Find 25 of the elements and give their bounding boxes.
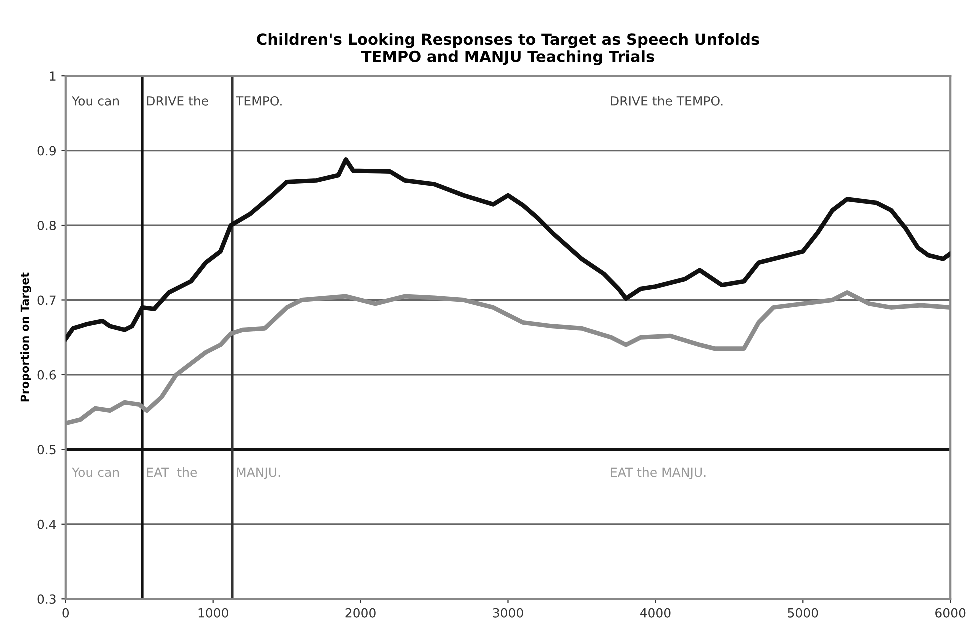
x-tick-label: 4000 <box>640 608 671 618</box>
y-tick-label: 1 <box>50 72 56 81</box>
x-tick-label: 5000 <box>788 608 818 618</box>
y-tick-label: 0.9 <box>38 146 56 156</box>
annotation: DRIVE the <box>147 96 208 106</box>
x-tick-label: 2000 <box>346 608 376 618</box>
y-tick-label: 0.8 <box>38 220 56 230</box>
y-tick-label: 0.4 <box>38 520 56 530</box>
annotation: You can <box>72 468 119 478</box>
annotation: DRIVE the TEMPO. <box>611 96 723 106</box>
annotation: EAT the <box>147 468 198 478</box>
x-tick-label: 1000 <box>198 608 228 618</box>
x-tick-label: 0 <box>62 608 70 618</box>
x-tick-label: 3000 <box>493 608 524 618</box>
annotation: TEMPO. <box>236 96 282 106</box>
y-tick-label: 0.6 <box>38 370 56 380</box>
x-tick-label: 6000 <box>936 608 966 618</box>
y-tick-label: 0.3 <box>38 594 56 604</box>
annotation: You can <box>72 96 119 106</box>
chart-title: Children's Looking Responses to Target as Speech Unfolds TEMPO and MANJU Teaching Trials <box>257 33 760 66</box>
y-axis-title: Proportion on Target <box>20 272 32 402</box>
y-tick-label: 0.5 <box>38 445 56 455</box>
y-tick-label: 0.7 <box>38 296 56 306</box>
annotation: EAT the MANJU. <box>611 468 706 480</box>
annotation: MANJU. <box>237 468 280 480</box>
